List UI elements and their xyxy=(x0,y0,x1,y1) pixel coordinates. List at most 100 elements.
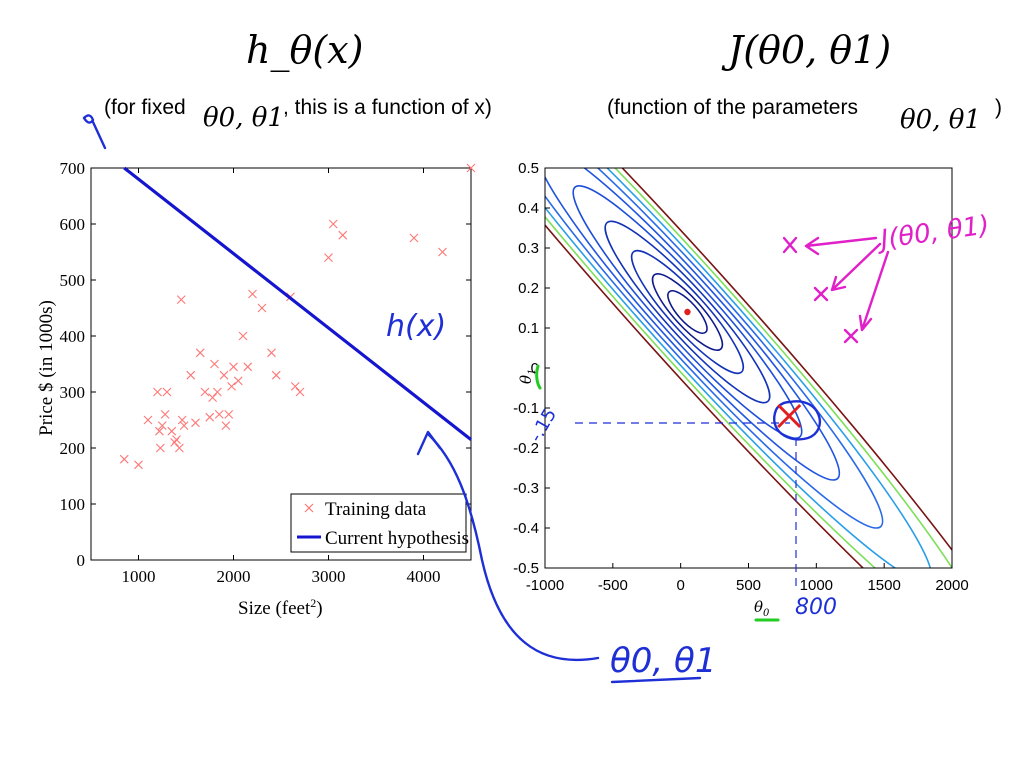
right-caption-post: ) xyxy=(995,96,1002,119)
training-point xyxy=(157,421,167,430)
left-ytick-label: 0 xyxy=(77,551,86,570)
training-point xyxy=(195,348,205,358)
left-ytick-label: 100 xyxy=(60,495,86,514)
right-xtick-label: -500 xyxy=(598,577,628,594)
right-x-label: θ0 xyxy=(754,598,770,619)
left-caption-params: θ0, θ1 xyxy=(203,103,284,133)
theta-underline xyxy=(610,676,702,684)
left-xtick-label: 1000 xyxy=(122,567,156,586)
left-heading: h_θ(x) xyxy=(246,28,364,72)
training-point xyxy=(212,387,222,397)
training-point xyxy=(172,435,181,444)
training-point xyxy=(174,443,184,453)
contour-level xyxy=(651,273,724,351)
left-caption-pre: (for fixed xyxy=(104,96,186,119)
training-point xyxy=(328,219,338,229)
left-ytick-label: 700 xyxy=(60,159,86,178)
left-caption-post: , this is a function of x) xyxy=(283,96,492,119)
mag-arrow-1 xyxy=(804,236,878,256)
hx-handwriting: h(x) xyxy=(386,309,446,344)
arrow-to-line xyxy=(426,432,600,662)
training-point xyxy=(295,387,305,397)
right-ytick-label: 0.5 xyxy=(518,160,539,177)
training-point xyxy=(221,421,231,430)
training-point xyxy=(233,376,243,386)
right-xtick-label: 1500 xyxy=(867,577,900,594)
cursor-scribble xyxy=(82,114,107,150)
right-xtick-label: -1000 xyxy=(526,577,564,594)
right-caption-params: θ0, θ1 xyxy=(900,105,981,135)
training-point xyxy=(466,163,476,173)
training-point xyxy=(134,460,143,470)
training-point xyxy=(205,412,215,422)
training-point xyxy=(170,438,179,447)
left-y-label: Price $ (in 1000s) xyxy=(36,300,57,436)
right-ytick-label: -0.1 xyxy=(513,400,539,417)
right-y-label: θ1 xyxy=(517,369,538,384)
left-ytick-label: 300 xyxy=(60,383,86,402)
mag-arrow-3 xyxy=(858,250,890,332)
right-xtick-label: 2000 xyxy=(935,577,968,594)
training-point xyxy=(324,253,333,262)
J-handwriting: J(θ0, θ1) xyxy=(874,210,991,256)
training-point xyxy=(238,331,248,341)
hand-annotations: h(x) θ0, θ1 -.15 800 J(θ0, θ1) xyxy=(82,114,991,684)
right-ytick-label: -0.2 xyxy=(513,440,539,457)
training-point xyxy=(186,370,196,380)
contour-level xyxy=(545,168,841,481)
green-underline-theta1 xyxy=(535,364,542,390)
mag-x-2 xyxy=(813,286,829,302)
left-ytick-label: 200 xyxy=(60,439,86,458)
mag-x-1 xyxy=(782,236,798,254)
right-ytick-label: 0.3 xyxy=(518,240,539,257)
legend-x-marker xyxy=(304,503,314,513)
hypothesis-line xyxy=(123,166,472,441)
training-point xyxy=(290,382,300,391)
right-heading: J(θ0, θ1) xyxy=(728,28,892,72)
training-point xyxy=(191,418,200,428)
training-point xyxy=(153,387,162,397)
mag-arrow-2 xyxy=(830,242,882,292)
current-point-x xyxy=(777,403,802,429)
right-ytick-label: 0.1 xyxy=(518,320,539,337)
eight-hundred-handwriting: 800 xyxy=(795,595,837,620)
right-xtick-label: 500 xyxy=(736,577,761,594)
training-point xyxy=(143,415,153,425)
left-x-label: Size (feet2) xyxy=(238,596,323,619)
current-point-circle xyxy=(773,400,822,441)
left-xtick-label: 2000 xyxy=(217,567,251,586)
legend-marker-training xyxy=(304,503,314,513)
training-point xyxy=(271,370,281,380)
training-point xyxy=(257,303,267,313)
legend-hypothesis-label: Current hypothesis xyxy=(325,528,469,549)
right-ytick-label: -0.4 xyxy=(513,520,539,537)
training-point xyxy=(155,426,164,436)
contour-level xyxy=(545,168,952,568)
training-point xyxy=(338,230,348,240)
training-point xyxy=(229,362,238,372)
training-point xyxy=(210,359,219,369)
training-point xyxy=(208,393,217,402)
training-point xyxy=(243,362,253,372)
right-caption-pre: (function of the parameters xyxy=(607,96,858,119)
left-xtick-label: 4000 xyxy=(407,567,441,586)
contour-level xyxy=(545,168,952,568)
training-point xyxy=(224,410,234,419)
left-ytick-label: 400 xyxy=(60,327,86,346)
right-xtick-label: 1000 xyxy=(800,577,833,594)
training-point xyxy=(177,415,187,425)
right-ytick-label: 0.4 xyxy=(518,200,539,217)
training-point xyxy=(409,233,419,243)
mag-x-3 xyxy=(843,328,859,344)
legend-training-label: Training data xyxy=(325,499,427,520)
right-ytick-label: 0 xyxy=(531,360,539,377)
contour-level xyxy=(572,185,803,439)
contour-level xyxy=(545,168,933,568)
left-ytick-label: 500 xyxy=(60,271,86,290)
contour-level xyxy=(545,168,884,529)
training-point xyxy=(167,426,177,436)
training-point xyxy=(155,443,165,453)
training-point xyxy=(162,387,172,397)
minimum-point xyxy=(684,308,691,316)
arrow-head-line xyxy=(416,430,442,456)
